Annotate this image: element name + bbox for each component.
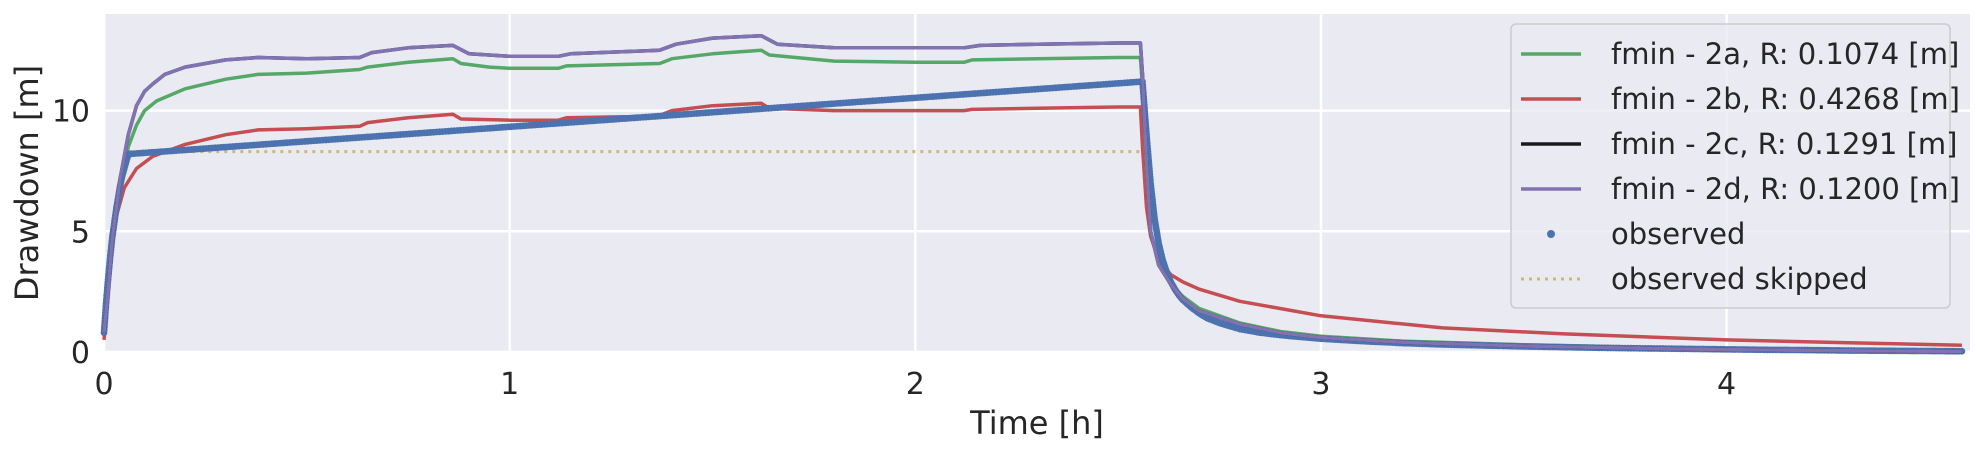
legend-entry: observed skipped xyxy=(1521,262,1868,296)
x-tick-label: 4 xyxy=(1717,367,1736,402)
x-tick-label: 0 xyxy=(94,367,113,402)
legend-entry: fmin - 2b, R: 0.4268 [m] xyxy=(1521,82,1960,116)
tick-labels: 0 1 2 3 4 0 5 10 xyxy=(52,95,1736,402)
x-axis-label: Time [h] xyxy=(969,404,1104,442)
legend-entry: fmin - 2c, R: 0.1291 [m] xyxy=(1521,127,1957,161)
legend: fmin - 2a, R: 0.1074 [m] fmin - 2b, R: 0.… xyxy=(1510,23,1960,309)
series-line-3 xyxy=(102,33,1962,354)
x-tick-label: 1 xyxy=(500,367,519,402)
x-tick-label: 3 xyxy=(1311,367,1330,402)
series-layer xyxy=(100,33,1966,355)
legend-label: observed skipped xyxy=(1611,262,1868,296)
legend-entry: fmin - 2d, R: 0.1200 [m] xyxy=(1521,172,1960,206)
legend-label: observed xyxy=(1611,217,1745,251)
x-tick-label: 2 xyxy=(906,367,925,402)
y-tick-label: 10 xyxy=(52,95,90,130)
y-tick-label: 5 xyxy=(71,215,90,250)
legend-entry: fmin - 2a, R: 0.1074 [m] xyxy=(1521,37,1959,71)
legend-label: fmin - 2d, R: 0.1200 [m] xyxy=(1611,172,1960,206)
y-tick-label: 0 xyxy=(71,336,90,371)
legend-marker xyxy=(1547,230,1555,238)
y-axis-label: Drawdown [m] xyxy=(8,65,46,301)
legend-label: fmin - 2a, R: 0.1074 [m] xyxy=(1611,37,1959,71)
legend-entry: observed xyxy=(1547,217,1745,251)
legend-box xyxy=(1510,23,1951,309)
legend-label: fmin - 2b, R: 0.4268 [m] xyxy=(1611,82,1960,116)
legend-label: fmin - 2c, R: 0.1291 [m] xyxy=(1611,127,1957,161)
